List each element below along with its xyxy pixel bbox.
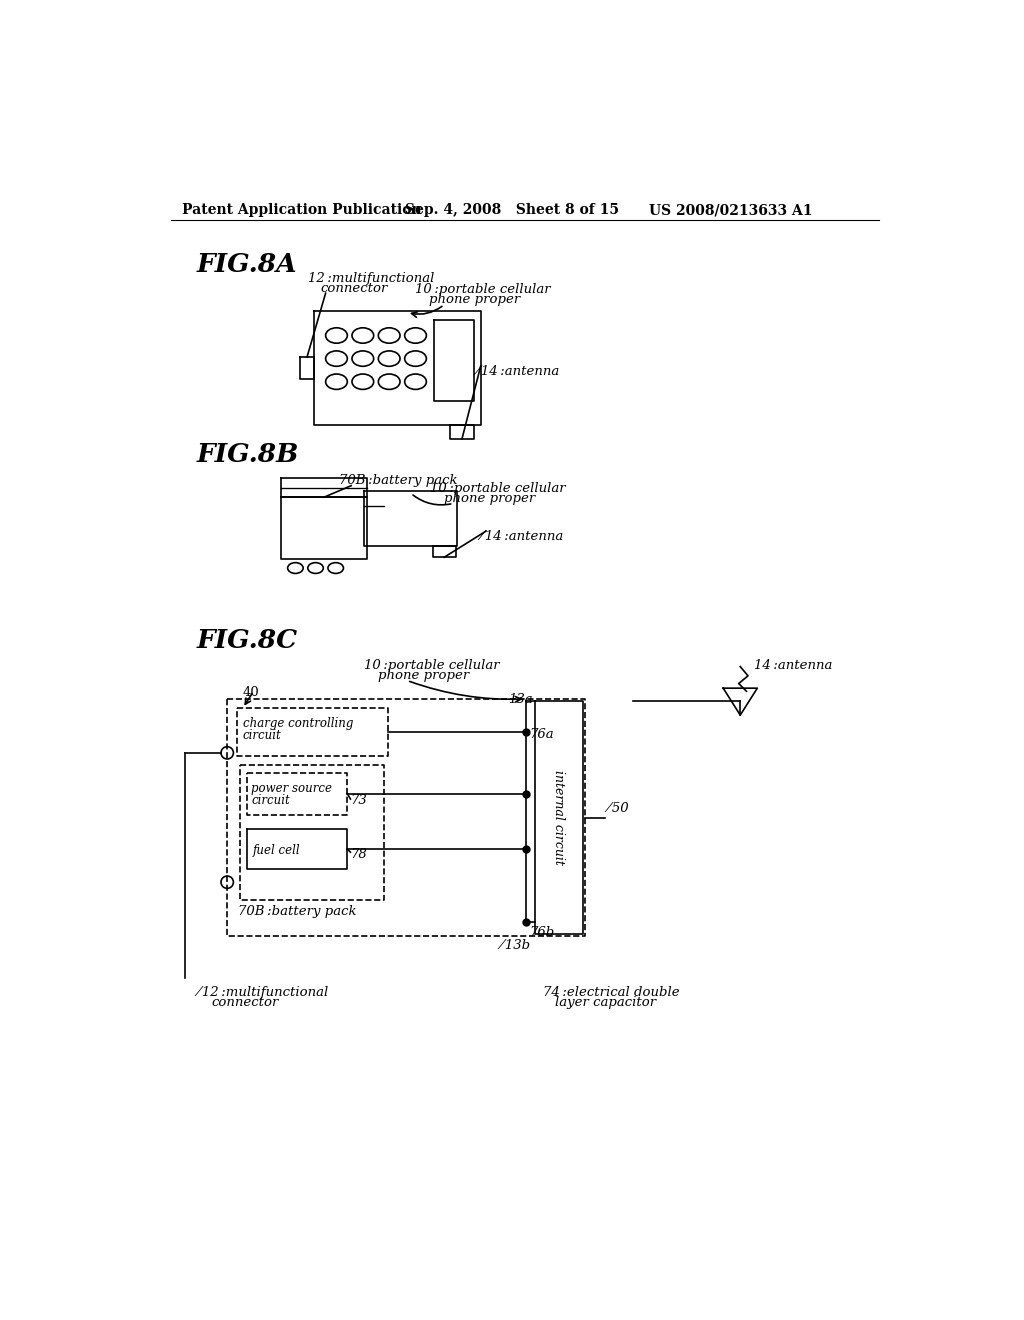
Text: US 2008/0213633 A1: US 2008/0213633 A1 [649, 203, 812, 216]
Text: 76b: 76b [529, 927, 555, 939]
Text: fuel cell: fuel cell [253, 845, 300, 858]
Text: Sep. 4, 2008   Sheet 8 of 15: Sep. 4, 2008 Sheet 8 of 15 [406, 203, 620, 216]
Text: circuit: circuit [243, 729, 282, 742]
Text: 70B :battery pack: 70B :battery pack [339, 474, 458, 487]
Text: 10 :portable cellular: 10 :portable cellular [365, 659, 500, 672]
Text: phone proper: phone proper [429, 293, 520, 306]
Text: 10 :portable cellular: 10 :portable cellular [430, 482, 566, 495]
Text: ⁄ 12 :multifunctional: ⁄ 12 :multifunctional [198, 986, 329, 999]
Text: internal circuit: internal circuit [552, 770, 565, 865]
Text: charge controlling: charge controlling [243, 718, 353, 730]
Text: FIG.8A: FIG.8A [197, 252, 297, 277]
Text: 74 :electrical double: 74 :electrical double [543, 986, 679, 999]
Text: layer capacitor: layer capacitor [555, 997, 656, 1010]
Text: 14 :antenna: 14 :antenna [755, 659, 833, 672]
Text: ⁄ 50: ⁄ 50 [607, 803, 629, 816]
Text: 40: 40 [243, 686, 259, 698]
Text: ⁄ 14 :antenna: ⁄ 14 :antenna [477, 364, 560, 378]
Text: phone proper: phone proper [444, 492, 536, 504]
Text: FIG.8B: FIG.8B [197, 442, 299, 467]
Text: ⁄ 13b: ⁄ 13b [501, 940, 530, 952]
Text: circuit: circuit [251, 793, 290, 807]
Text: connector: connector [212, 997, 280, 1010]
Text: 10 :portable cellular: 10 :portable cellular [415, 284, 550, 296]
Text: 12 :multifunctional: 12 :multifunctional [308, 272, 434, 285]
Text: 70B :battery pack: 70B :battery pack [238, 906, 356, 919]
Text: connector: connector [321, 282, 387, 296]
Text: 73: 73 [350, 795, 368, 808]
Text: phone proper: phone proper [378, 669, 469, 682]
Text: 78: 78 [350, 849, 368, 862]
Text: FIG.8C: FIG.8C [197, 628, 297, 653]
Text: power source: power source [251, 781, 332, 795]
Text: 76a: 76a [529, 729, 554, 742]
Text: 13a: 13a [509, 693, 534, 706]
Text: Patent Application Publication: Patent Application Publication [182, 203, 422, 216]
Text: ⁄ 14 :antenna: ⁄ 14 :antenna [480, 529, 564, 543]
